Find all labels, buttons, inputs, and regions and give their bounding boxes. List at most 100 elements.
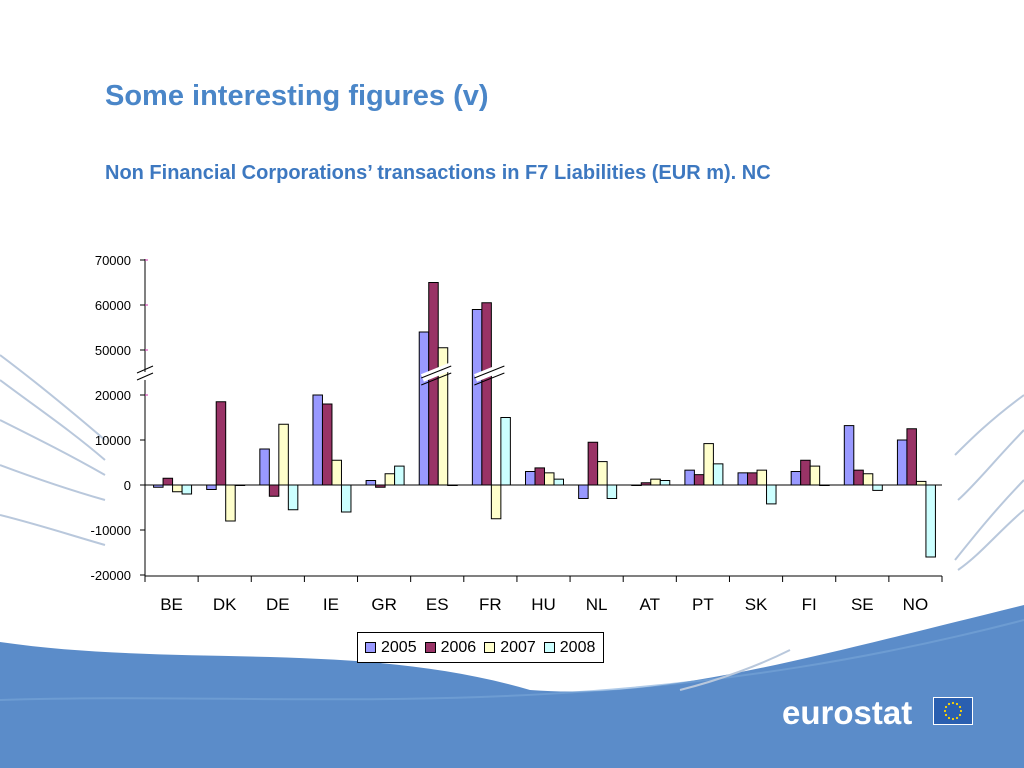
bar-PT-2005 (684, 469, 695, 486)
bar-FI-2005 (790, 471, 802, 486)
legend-item-2008: 2008 (543, 638, 596, 657)
slide-title: Some interesting figures (v) (105, 80, 489, 112)
bar-DK-2005 (206, 484, 217, 490)
legend-label: 2005 (381, 638, 417, 656)
bar-IE-2006 (321, 403, 333, 486)
bar-NL-2007 (597, 461, 608, 486)
bar-HU-2008 (553, 478, 564, 486)
bar-DE-2005 (259, 448, 270, 486)
x-tick-label: ES (426, 595, 449, 614)
bar-IE-2008 (340, 484, 352, 513)
bar-HU-2005 (525, 471, 536, 486)
bar-PT-2008 (712, 463, 724, 486)
x-tick-label: NO (903, 595, 929, 614)
y-tick-label: 20000 (95, 388, 131, 403)
legend-swatch (484, 642, 496, 653)
legend-label: 2008 (559, 638, 596, 656)
y-tick-label: 60000 (95, 298, 131, 313)
bar-DE-2006 (268, 484, 280, 497)
bar-DE-2007 (278, 423, 289, 486)
bar-SE-2008 (872, 484, 883, 491)
legend-label: 2006 (440, 638, 477, 656)
x-tick-label: HU (531, 595, 556, 614)
x-tick-label: NL (586, 595, 608, 614)
chart-legend: 2005 2006 2007 2008 (357, 632, 605, 663)
bar-HU-2006 (534, 467, 545, 486)
bar-break-line (421, 372, 452, 386)
bar-AT-2008 (659, 480, 671, 486)
slide-subtitle: Non Financial Corporations’ transactions… (105, 162, 771, 184)
bar-ES-2006 (428, 282, 439, 486)
bar-FR-2006 (481, 302, 492, 486)
legend-item-2006: 2006 (424, 638, 477, 657)
bar-NL-2006 (587, 441, 599, 486)
bar-SE-2005 (843, 425, 855, 486)
legend-label: 2007 (500, 638, 536, 656)
bar-GR-2008 (394, 465, 405, 486)
legend-swatch (424, 642, 436, 653)
x-tick-label: PT (692, 595, 714, 614)
bar-NO-2006 (906, 428, 917, 486)
bar-break-line (421, 365, 452, 379)
bar-FI-2006 (800, 459, 811, 486)
legend-item-2005: 2005 (365, 639, 417, 657)
x-tick-label: SK (745, 595, 768, 614)
bar-SE-2006 (853, 469, 864, 486)
y-tick-label: 0 (124, 478, 131, 493)
y-tick-label: 50000 (95, 343, 131, 358)
bar-BE-2007 (172, 484, 183, 493)
bar-BE-2006 (162, 477, 174, 486)
bar-FR-2005 (471, 309, 483, 486)
bar-SK-2005 (737, 472, 749, 486)
x-tick-label: AT (640, 595, 660, 614)
bar-PT-2007 (703, 443, 714, 486)
bar-DE-2008 (287, 484, 299, 511)
bar-break-line (474, 372, 505, 386)
bar-NL-2005 (578, 484, 589, 499)
bar-break-line (474, 365, 505, 379)
y-tick-label: -10000 (91, 523, 131, 538)
x-tick-label: BE (160, 595, 183, 614)
bar-DK-2006 (215, 401, 227, 486)
bar-SK-2006 (747, 472, 758, 486)
x-tick-label: FR (479, 595, 502, 614)
bar-NO-2008 (925, 484, 936, 558)
bar-PT-2006 (693, 474, 705, 486)
bar-SE-2007 (862, 473, 874, 486)
bar-ES-2005 (418, 331, 430, 486)
axis-break-mark (136, 365, 154, 374)
x-tick-label: IE (323, 595, 339, 614)
bar-SK-2007 (756, 469, 768, 486)
legend-swatch (543, 642, 555, 653)
bar-AT-2007 (650, 478, 661, 486)
bar-NO-2005 (896, 439, 908, 486)
y-tick-label: -20000 (91, 568, 131, 583)
bar-IE-2005 (312, 394, 323, 486)
x-tick-label: DK (213, 595, 237, 614)
axis-break-mark (136, 372, 154, 381)
bar-NL-2008 (606, 484, 618, 499)
x-tick-label: SE (851, 595, 874, 614)
bar-GR-2007 (384, 473, 396, 486)
eu-flag-icon (933, 697, 973, 725)
bar-BE-2008 (181, 484, 193, 495)
bar-GR-2005 (365, 480, 377, 486)
bar-IE-2007 (331, 459, 342, 486)
bar-SK-2008 (766, 484, 777, 505)
bar-FR-2008 (500, 417, 511, 486)
legend-swatch (365, 642, 376, 653)
x-tick-label: GR (371, 595, 397, 614)
legend-item-2007: 2007 (484, 639, 536, 657)
bar-FI-2007 (809, 465, 821, 486)
x-tick-label: FI (802, 595, 817, 614)
x-tick-label: DE (266, 595, 290, 614)
eurostat-logo: eurostat (782, 694, 913, 731)
bar-FR-2007 (490, 484, 502, 520)
bar-DK-2007 (225, 484, 236, 522)
y-tick-label: 10000 (95, 433, 131, 448)
bar-NO-2007 (915, 480, 927, 486)
bar-HU-2007 (544, 472, 555, 486)
y-tick-label: 70000 (95, 253, 131, 268)
